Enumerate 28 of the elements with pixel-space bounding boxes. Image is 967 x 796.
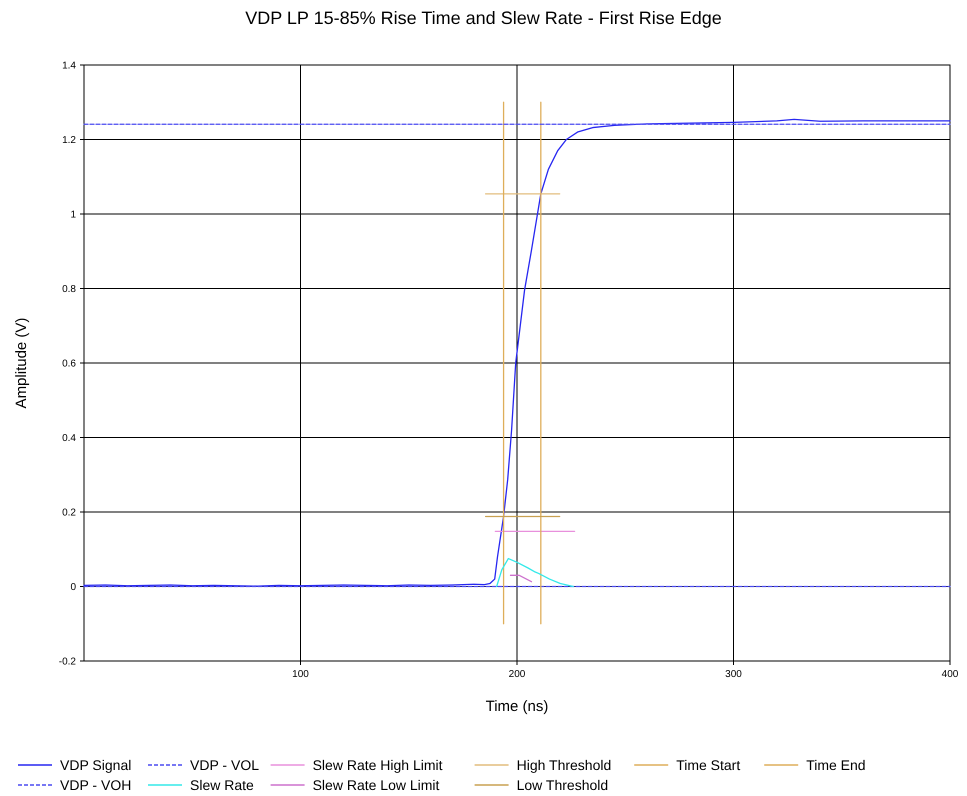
legend-label: VDP - VOH (60, 776, 132, 793)
y-tick-label: -0.2 (58, 656, 76, 668)
y-tick-label: 0.6 (62, 358, 76, 370)
legend-label: Slew Rate High Limit (312, 756, 443, 773)
chart-title: VDP LP 15-85% Rise Time and Slew Rate - First Rise Edge (245, 8, 722, 28)
legend-label: Time Start (676, 756, 740, 773)
legend-label: VDP Signal (60, 756, 132, 773)
y-tick-label: 1.4 (62, 60, 76, 72)
y-tick-label: 1 (70, 210, 76, 220)
y-tick-label: 0.4 (62, 433, 76, 444)
legend-label: Low Threshold (516, 776, 608, 793)
x-tick-label: 200 (508, 669, 526, 680)
y-tick-label: 0.2 (62, 508, 76, 518)
y-tick-label: 1.2 (62, 135, 76, 146)
x-tick-label: 300 (725, 669, 742, 680)
y-axis-title: Amplitude (V) (13, 318, 30, 408)
x-tick-label: 400 (942, 669, 959, 680)
x-tick-label: 100 (292, 669, 310, 680)
legend-label: Slew Rate (190, 776, 254, 793)
line-series (496, 558, 574, 588)
x-axis-title: Time (ns) (486, 698, 548, 715)
y-tick-label: 0 (70, 582, 76, 593)
line-series (83, 118, 951, 587)
legend-label: Time End (806, 756, 866, 773)
legend-label: High Threshold (516, 756, 612, 773)
y-tick-label: 0.8 (62, 284, 76, 295)
legend-label: Slew Rate Low Limit (312, 776, 440, 793)
legend-label: VDP - VOL (190, 756, 260, 773)
